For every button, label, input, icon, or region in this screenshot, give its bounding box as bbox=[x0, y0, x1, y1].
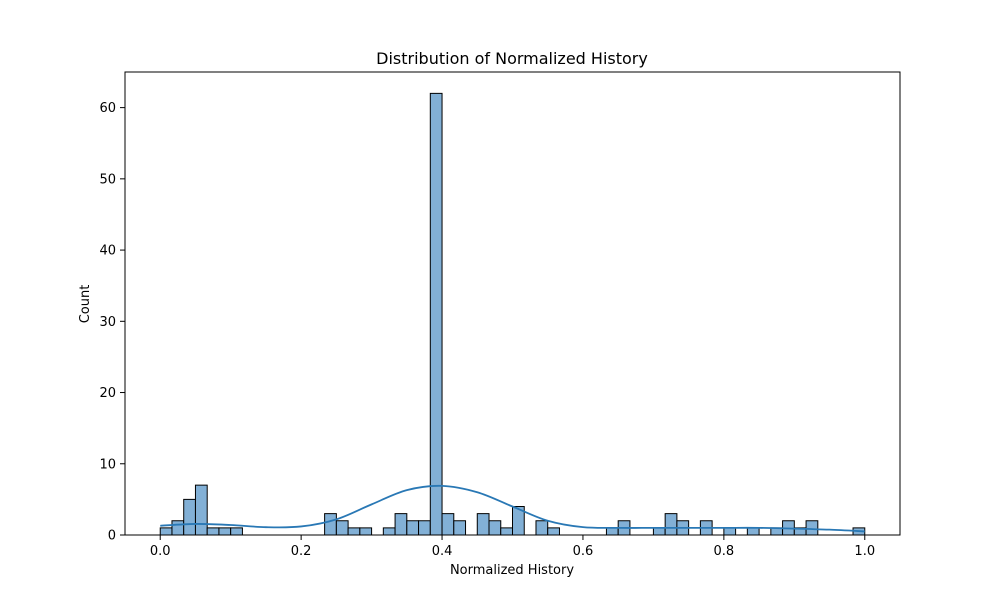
y-tick-label-0: 0 bbox=[108, 529, 116, 544]
histogram-bar-9 bbox=[347, 527, 361, 536]
x-tick-label-1: 0.2 bbox=[291, 544, 312, 559]
x-axis-ticks: 0.0 0.2 0.4 0.6 0.8 1.0 bbox=[150, 535, 875, 559]
x-tick-label-4: 0.8 bbox=[714, 544, 735, 559]
histogram-bar-24 bbox=[605, 527, 619, 536]
histogram-bar-8 bbox=[335, 520, 349, 536]
histogram-bar-3 bbox=[194, 484, 208, 536]
histogram-bar-4 bbox=[206, 527, 220, 536]
histogram-bar-23 bbox=[547, 527, 560, 536]
histogram-bar-5 bbox=[218, 527, 232, 536]
x-tick-label-5: 1.0 bbox=[854, 544, 875, 559]
y-tick-label-3: 30 bbox=[99, 315, 116, 330]
histogram-bar-17 bbox=[453, 520, 467, 536]
y-tick-label-6: 60 bbox=[99, 101, 116, 116]
y-axis-label: Count bbox=[78, 285, 93, 324]
y-axis-ticks: 0 10 20 30 40 50 60 bbox=[99, 101, 125, 544]
x-tick-label-0: 0.0 bbox=[150, 544, 171, 559]
y-tick-label-1: 10 bbox=[99, 457, 116, 472]
x-tick-label-3: 0.6 bbox=[573, 544, 594, 559]
histogram-bar-35 bbox=[805, 520, 819, 536]
chart-title: Distribution of Normalized History bbox=[376, 49, 648, 68]
histogram-bar-15 bbox=[429, 92, 443, 536]
y-tick-label-5: 50 bbox=[99, 172, 116, 187]
histogram-bar-20 bbox=[500, 527, 513, 536]
y-tick-label-2: 20 bbox=[99, 386, 116, 401]
histogram-bar-18 bbox=[476, 513, 490, 536]
y-tick-label-4: 40 bbox=[99, 244, 116, 259]
histogram-bar-6 bbox=[230, 527, 243, 536]
histogram-bar-30 bbox=[723, 527, 737, 536]
plot-frame bbox=[124, 71, 901, 536]
kde-curve bbox=[160, 484, 865, 533]
histogram-bar-13 bbox=[406, 520, 420, 536]
histogram-bar-12 bbox=[394, 513, 408, 536]
x-tick-label-2: 0.4 bbox=[432, 544, 453, 559]
histogram-bar-14 bbox=[418, 520, 431, 536]
histogram-bars bbox=[159, 92, 866, 536]
histogram-bar-2 bbox=[183, 498, 196, 536]
histogram-bar-19 bbox=[488, 520, 502, 536]
histogram-bar-10 bbox=[359, 527, 373, 536]
histogram-bar-1 bbox=[171, 520, 185, 536]
histogram-bar-31 bbox=[746, 527, 760, 536]
histogram-bar-26 bbox=[652, 527, 666, 536]
x-axis-label: Normalized History bbox=[450, 563, 574, 578]
histogram-bar-27 bbox=[664, 513, 678, 536]
histogram-bar-16 bbox=[441, 513, 455, 536]
histogram-bar-11 bbox=[382, 527, 396, 536]
histogram-bar-22 bbox=[535, 520, 549, 536]
histogram-bar-7 bbox=[324, 513, 337, 536]
histogram-bar-0 bbox=[159, 527, 173, 536]
